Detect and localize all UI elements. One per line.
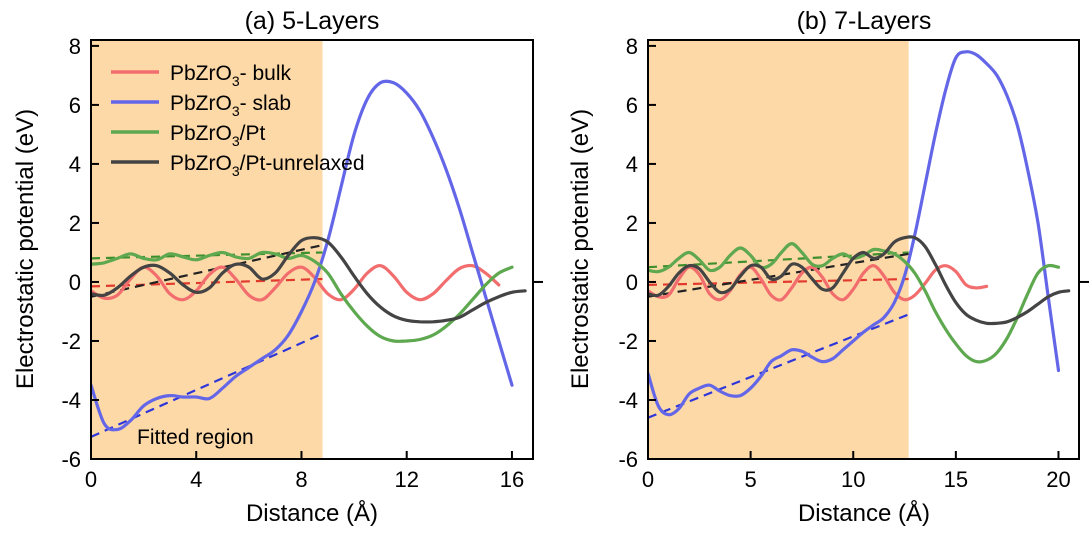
y-tick-label: -4 — [61, 388, 81, 413]
y-axis-label: Electrostatic potential (eV) — [12, 109, 39, 389]
y-tick-label: -2 — [61, 329, 81, 354]
legend-label: PbZrO3/Pt — [170, 122, 265, 149]
fit-line-4 — [91, 244, 323, 298]
panel-title: (b) 7-Layers — [797, 7, 932, 35]
x-tick-label: 0 — [642, 467, 654, 492]
series-line-pbzro3-pt-unrelaxed — [91, 236, 527, 324]
series-line-pbzro3-slab — [91, 79, 514, 432]
y-tick-label: -4 — [618, 388, 638, 413]
x-tick-label: 5 — [744, 467, 756, 492]
y-tick-label: 8 — [69, 34, 81, 59]
fitted-region-shade — [91, 40, 323, 459]
series-line-pbzro3-bulk — [648, 264, 989, 302]
series-line-pbzro3-pt — [91, 250, 514, 343]
fit-line-3 — [91, 251, 323, 260]
fitted-region-shade — [648, 40, 909, 459]
y-tick-label: 0 — [69, 270, 81, 295]
fitted-region-label: Fitted region — [137, 426, 254, 449]
axis-ticks: -6 -4 -2 0 2 4 6 8 0 4 8 12 16 — [61, 34, 543, 492]
y-tick-label: 4 — [69, 152, 81, 177]
fit-line-1 — [91, 277, 323, 288]
y-tick-label: 4 — [626, 152, 638, 177]
x-tick-label: 15 — [944, 467, 968, 492]
plot-frame — [647, 39, 1080, 460]
axis-ticks: -6 -4 -2 0 2 4 6 8 0 5 10 15 20 — [618, 34, 1089, 492]
y-tick-label: 0 — [626, 270, 638, 295]
x-tick-label: 10 — [841, 467, 865, 492]
y-tick-label: 2 — [626, 211, 638, 236]
y-tick-label: 2 — [69, 211, 81, 236]
x-tick-label: 12 — [394, 467, 418, 492]
fit-lines — [91, 244, 323, 438]
x-axis-label: Distance (Å) — [246, 499, 378, 527]
legend-label: PbZrO3- slab — [170, 92, 291, 119]
legend-item-pbzro3-pt-unrelaxed: PbZrO3/Pt-unrelaxed — [111, 152, 365, 179]
panel-a-5-layers: -6 -4 -2 0 2 4 6 8 0 4 8 12 16 (a) 5-Layers Distance… — [12, 7, 543, 527]
series-line-pbzro3-pt-unrelaxed — [648, 235, 1071, 326]
plot-frame — [90, 39, 534, 460]
legend-item-pbzro3-slab: PbZrO3- slab — [111, 92, 291, 119]
x-axis-label: Distance (Å) — [798, 499, 930, 527]
legend-item-pbzro3-pt: PbZrO3/Pt — [111, 122, 265, 149]
series-lines — [91, 79, 527, 432]
x-tick-label: 4 — [190, 467, 202, 492]
panel-title: (a) 5-Layers — [245, 7, 380, 35]
series-lines — [648, 50, 1071, 417]
x-tick-label: 20 — [1046, 467, 1070, 492]
y-tick-label: -6 — [61, 447, 81, 472]
fit-line-2 — [91, 332, 323, 438]
y-tick-label: 6 — [626, 93, 638, 118]
x-tick-label: 0 — [85, 467, 97, 492]
y-axis-label: Electrostatic potential (eV) — [567, 109, 594, 389]
fit-line-1 — [648, 277, 909, 287]
y-tick-label: -2 — [618, 329, 638, 354]
series-line-pbzro3-bulk — [91, 263, 501, 302]
x-tick-label: 8 — [295, 467, 307, 492]
y-tick-label: 8 — [626, 34, 638, 59]
legend-label: PbZrO3- bulk — [170, 62, 291, 89]
y-tick-label: 6 — [69, 93, 81, 118]
series-line-pbzro3-slab — [648, 50, 1061, 417]
x-tick-label: 16 — [500, 467, 524, 492]
legend-item-pbzro3-bulk: PbZrO3- bulk — [111, 62, 291, 89]
legend-label: PbZrO3/Pt-unrelaxed — [170, 152, 365, 179]
panel-b-7-layers: -6 -4 -2 0 2 4 6 8 0 5 10 15 20 (b) 7-Layers Distanc… — [567, 7, 1089, 527]
y-tick-label: -6 — [618, 447, 638, 472]
legend: PbZrO3- bulk PbZrO3- slab PbZrO3/Pt PbZrO3/… — [111, 62, 365, 179]
